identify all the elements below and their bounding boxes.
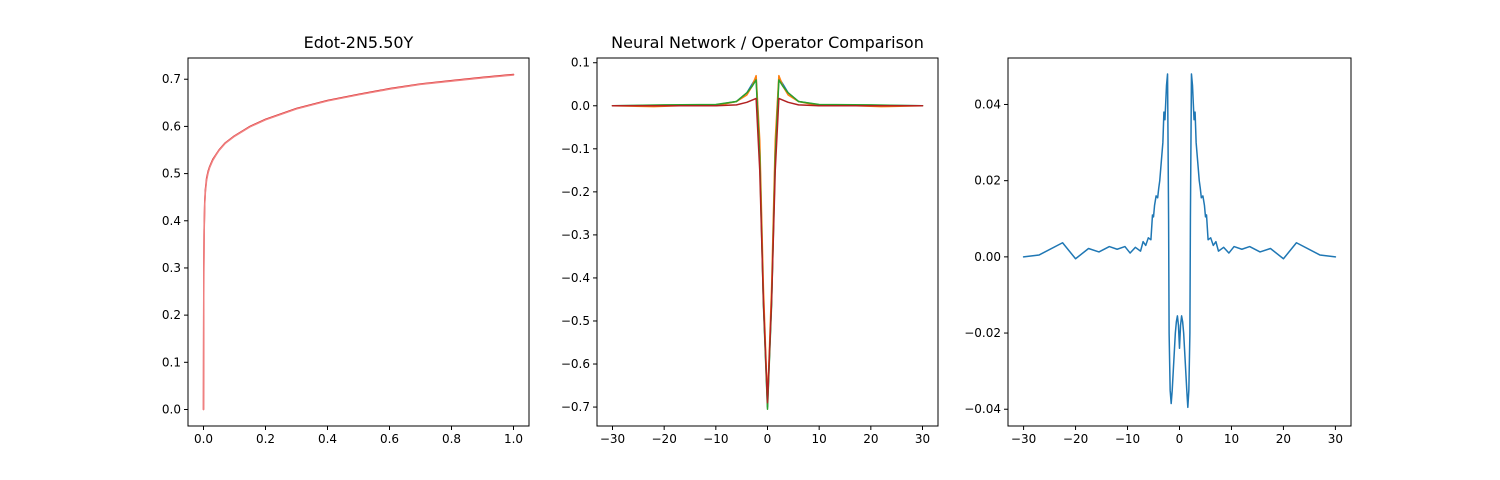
y-tick-label: 0.0 — [571, 99, 590, 113]
y-tick-label: 0.00 — [974, 250, 1001, 264]
y-tick-label: 0.1 — [162, 355, 181, 369]
y-tick-label: 0.3 — [162, 261, 181, 275]
x-tick-label: −30 — [600, 432, 625, 446]
series-layer — [202, 73, 515, 411]
x-tick-label: 0.2 — [256, 432, 275, 446]
y-tick-label: 0.7 — [162, 72, 181, 86]
y-tick-label: −0.04 — [964, 402, 1001, 416]
series-layer — [1022, 73, 1337, 409]
x-tick-label: −30 — [1011, 432, 1036, 446]
x-tick-label: 1.0 — [504, 432, 523, 446]
y-tick-label: −0.7 — [561, 400, 590, 414]
y-tick-label: 0.0 — [162, 402, 181, 416]
x-tick-label: 30 — [915, 432, 930, 446]
plot-frame — [1007, 57, 1352, 427]
chart-panel-left: Edot-2N5.50Y 0.0 0.2 0.4 0.6 0.8 1.0 0.00.10.… — [162, 33, 530, 446]
y-tick-label: −0.02 — [964, 326, 1001, 340]
x-tick-label: 0.4 — [318, 432, 337, 446]
x-tick-label: −20 — [1063, 432, 1088, 446]
x-tick-label: 0.0 — [194, 432, 213, 446]
x-tick-label: −10 — [703, 432, 728, 446]
y-axis-ticks: 0.0 0.1 0.2 0.3 0.4 0.5 0.6 0.7 — [162, 72, 188, 416]
y-tick-label: 0.4 — [162, 214, 181, 228]
y-tick-label: −0.6 — [561, 357, 590, 371]
y-axis-ticks: −0.04 −0.02 0.00 0.02 0.04 — [964, 97, 1008, 416]
series-layer — [611, 74, 924, 410]
y-tick-label: −0.4 — [561, 271, 590, 285]
y-tick-label: 0.2 — [162, 308, 181, 322]
y-tick-label: −0.3 — [561, 228, 590, 242]
plot-frame — [187, 57, 530, 427]
x-tick-label: 0.6 — [380, 432, 399, 446]
x-tick-label: 0 — [764, 432, 772, 446]
y-tick-label: 0.02 — [974, 174, 1001, 188]
y-tick-label: −0.1 — [561, 142, 590, 156]
x-axis-ticks: 0.0 0.2 0.4 0.6 0.8 1.0 — [194, 426, 523, 446]
series-line-3 — [611, 97, 924, 404]
y-tick-label: −0.2 — [561, 185, 590, 199]
chart-panel-right: −30 −20 −10 0 10 20 30 −0.04 −0.02 0.00 0.02 0.04 — [964, 57, 1352, 446]
x-axis-ticks: −30 −20 −10 0 10 20 30 — [1011, 426, 1343, 446]
y-tick-label: 0.1 — [571, 56, 590, 70]
chart-title: Edot-2N5.50Y — [304, 33, 414, 52]
x-tick-label: 30 — [1328, 432, 1343, 446]
chart-panel-middle: Neural Network / Operator Comparison −30… — [561, 33, 939, 446]
x-tick-label: 20 — [1276, 432, 1291, 446]
series-line-1 — [202, 74, 515, 411]
x-axis-ticks: −30 −20 −10 0 10 20 30 — [600, 426, 930, 446]
x-tick-label: 10 — [1224, 432, 1239, 446]
x-tick-label: 20 — [863, 432, 878, 446]
y-tick-label: 0.5 — [162, 167, 181, 181]
series-line-2 — [611, 79, 924, 410]
y-tick-label: −0.5 — [561, 314, 590, 328]
x-tick-label: 10 — [812, 432, 827, 446]
y-tick-label: 0.6 — [162, 119, 181, 133]
y-tick-label: 0.04 — [974, 97, 1001, 111]
x-tick-label: 0.8 — [442, 432, 461, 446]
x-tick-label: −20 — [652, 432, 677, 446]
x-tick-label: −10 — [1115, 432, 1140, 446]
x-tick-label: 0 — [1176, 432, 1184, 446]
series-line-0 — [1022, 73, 1337, 409]
plot-frame — [596, 57, 939, 427]
y-axis-ticks: −0.7 −0.6 −0.5 −0.4 −0.3 −0.2 −0.1 0.0 0.1 — [561, 56, 597, 414]
chart-title: Neural Network / Operator Comparison — [611, 33, 924, 52]
